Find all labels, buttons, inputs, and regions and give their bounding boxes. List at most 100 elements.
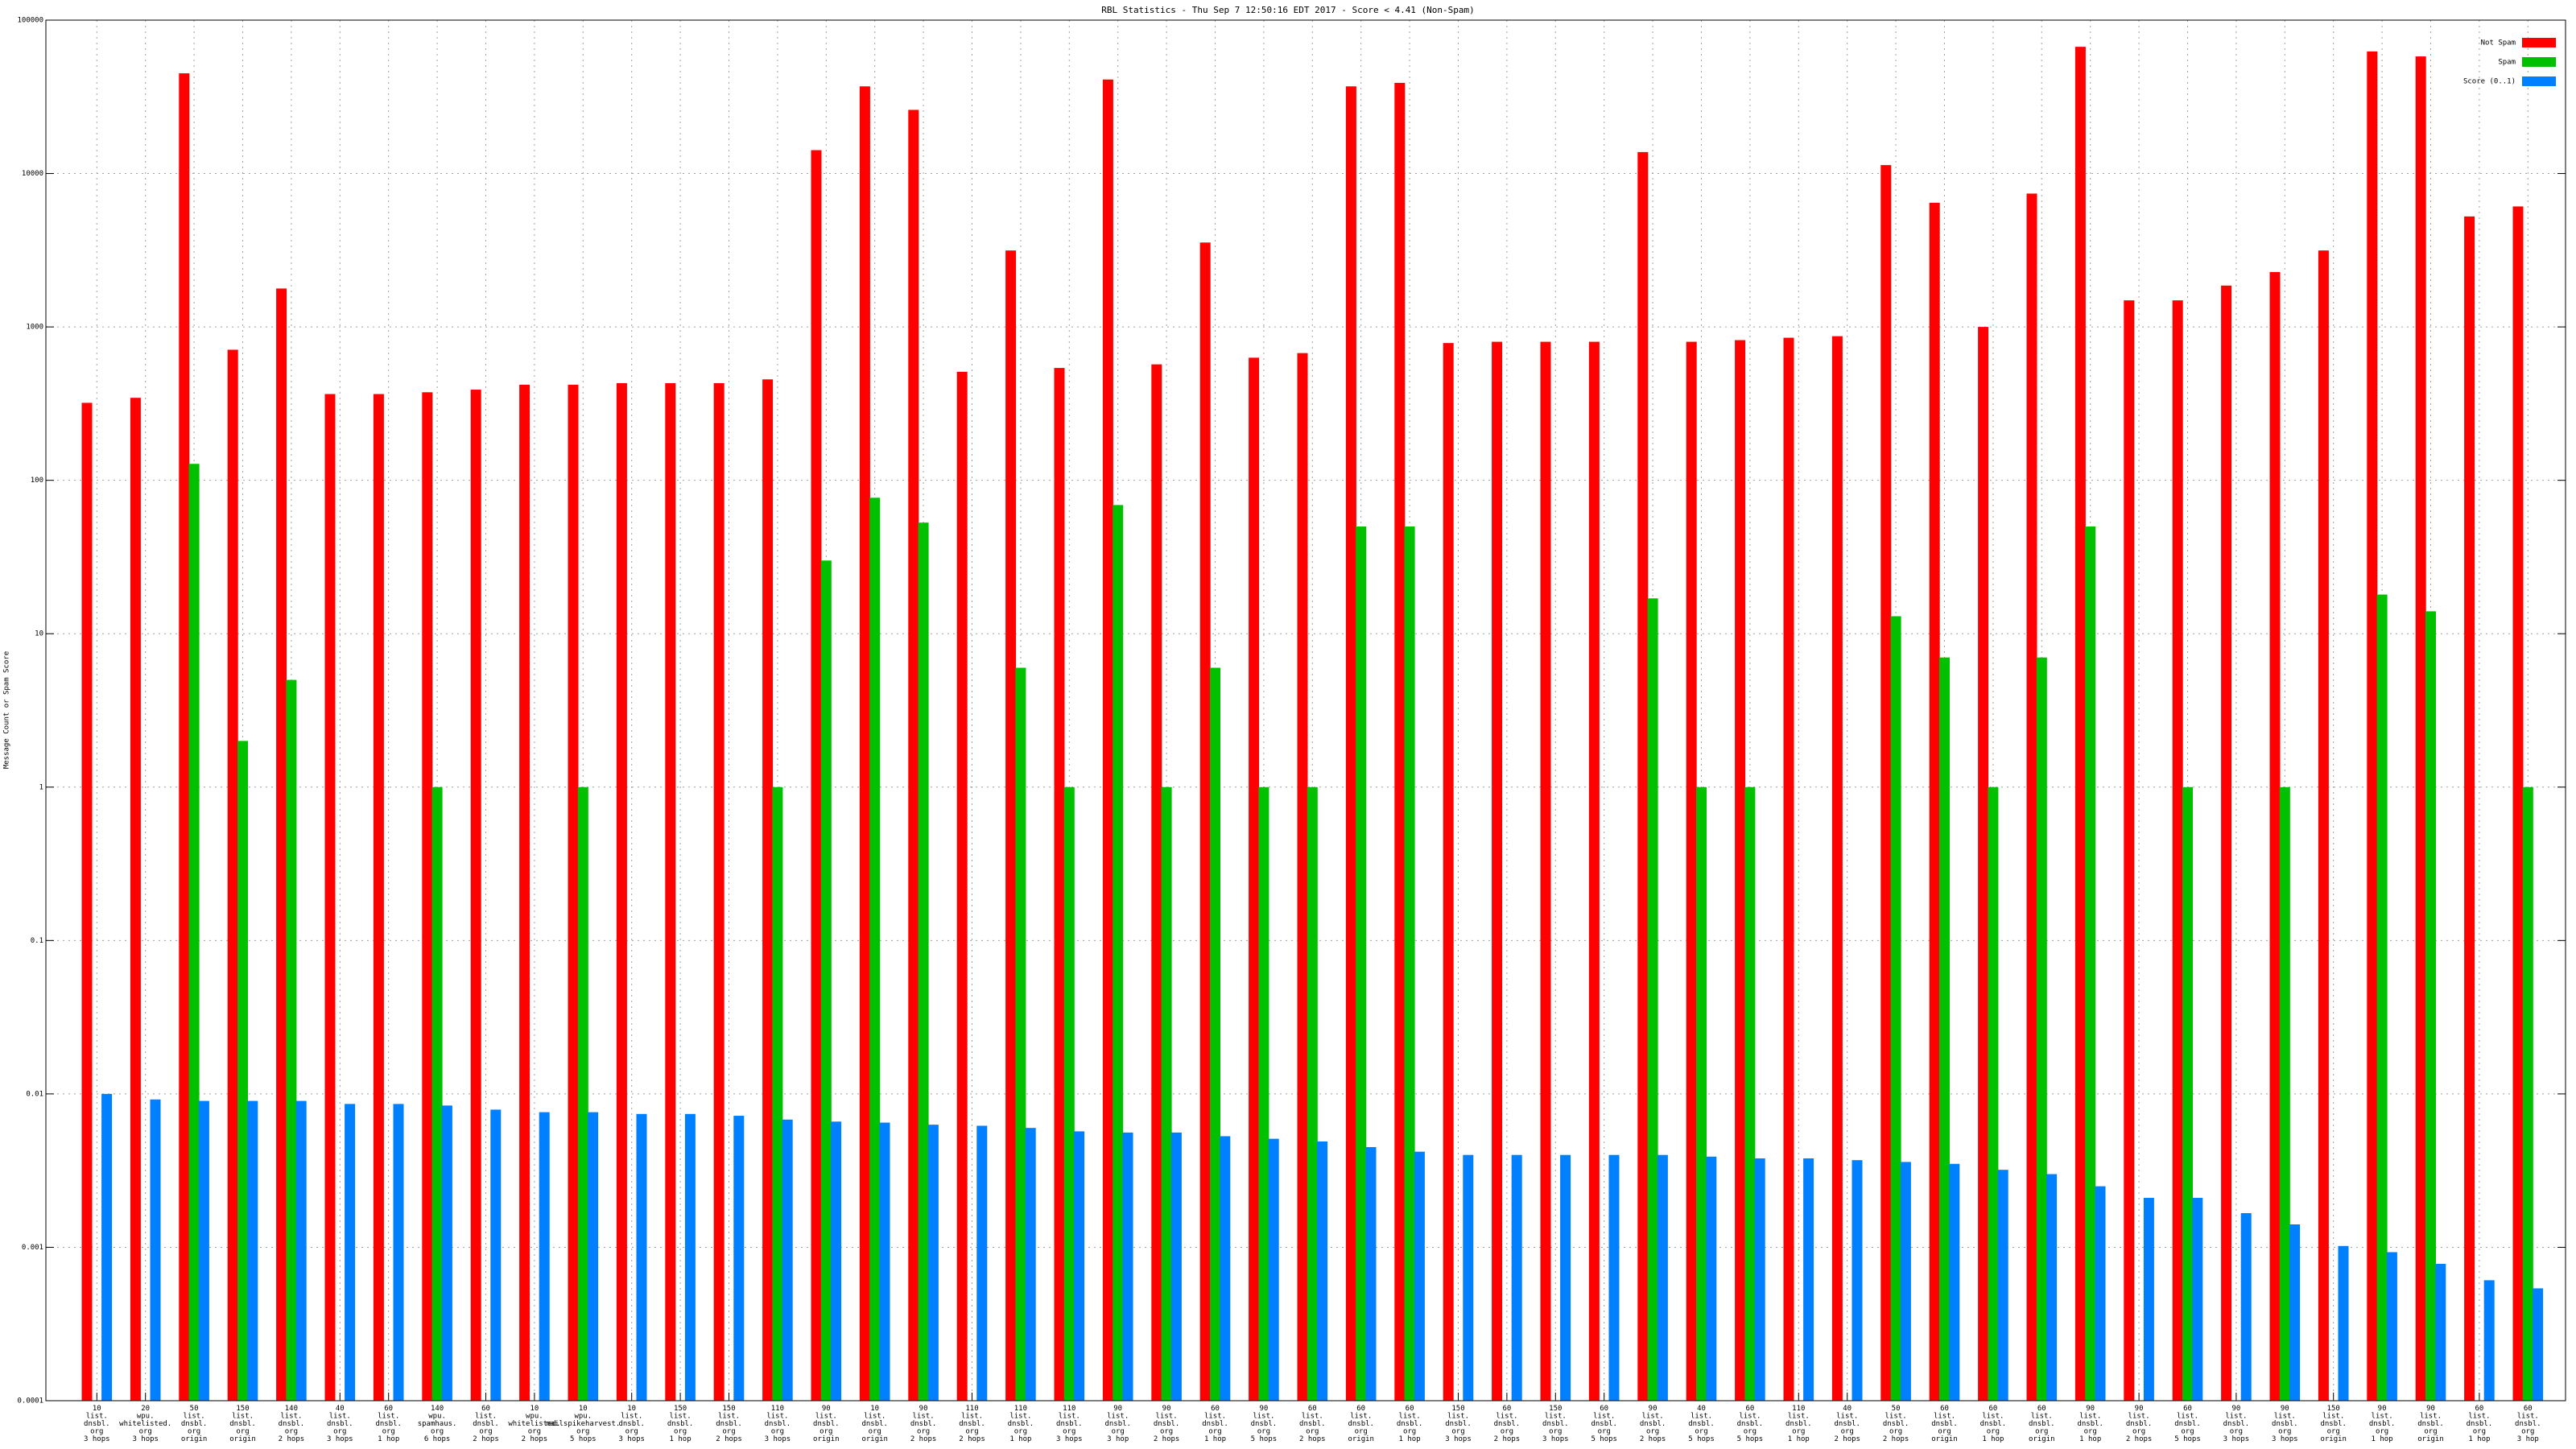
legend-label: Spam [2498,59,2516,67]
bar [1900,1162,1911,1401]
bar [1978,327,1989,1402]
bar [1074,1131,1085,1401]
y-tick-label: 10 [35,630,43,638]
bar [1492,341,1503,1401]
bar [568,384,579,1401]
x-tick-label: 60 list. dnsbl. org 5 hops [1591,1405,1617,1443]
bar [2085,526,2096,1402]
x-tick-label: 140 list. dnsbl. org 2 hops [279,1405,305,1443]
bar [431,786,443,1401]
bar [782,1119,793,1401]
x-tick-label: 10 list. dnsbl. org 3 hops [618,1405,645,1443]
bar [1988,786,1999,1401]
bar [276,288,287,1401]
bar [519,384,530,1401]
bar [1297,353,1308,1402]
bar [1939,657,1950,1401]
bar [2483,1280,2495,1401]
legend-label: Not Spam [2481,39,2516,47]
x-tick-label: 110 list. dnsbl. org 3 hops [1056,1405,1083,1443]
bar [1949,1163,1960,1401]
y-tick-label: 0.1 [31,937,43,945]
bar [588,1112,599,1401]
bar [2464,216,2475,1402]
bar [2289,1224,2301,1401]
bar [490,1109,502,1401]
x-tick-label: 10 wpu. whitelisted. org 2 hops [508,1405,560,1443]
bar [2124,300,2135,1401]
bar [2512,206,2524,1401]
bar [869,497,881,1401]
bar [1199,242,1211,1401]
bar [2279,786,2290,1401]
bar [1025,1128,1036,1401]
x-tick-label: 90 list. dnsbl. org 3 hop [1104,1405,1131,1443]
x-tick-label: 90 list. dnsbl. org 5 hops [1251,1405,1278,1443]
bar [179,73,190,1402]
bar [665,382,676,1402]
bar [1463,1154,1474,1401]
bar [1356,526,1367,1402]
bar [1608,1154,1620,1401]
bar [2046,1174,2058,1401]
x-tick-label: 90 list. dnsbl. org 2 hops [1154,1405,1180,1443]
legend-swatch [2522,57,2556,67]
bar [2386,1252,2397,1401]
bar [1852,1160,1863,1401]
bar [247,1100,258,1401]
bar [1831,336,1843,1402]
plot-frame [45,19,2566,1402]
x-tick-label: 90 list. dnsbl. org 3 hops [2223,1405,2250,1443]
bar [2143,1198,2154,1401]
x-tick-label: 60 list. dnsbl. org 1 hop [1980,1405,2007,1443]
x-tick-label: 150 list. dnsbl. org 3 hops [1542,1405,1569,1443]
x-tick-label: 60 list. dnsbl. org 1 hop [1202,1405,1228,1443]
bar [1345,86,1356,1401]
bar [2221,285,2232,1402]
bar [539,1112,550,1401]
x-tick-label: 90 list. dnsbl. org origin [813,1405,840,1443]
x-tick-label: 10 wpu. mailspikeharvest. org 5 hops [546,1405,620,1443]
bar [150,1099,161,1401]
x-tick-label: 150 list. dnsbl. org origin [229,1405,256,1443]
chart-title: RBL Statistics - Thu Sep 7 12:50:16 EDT … [1101,5,1475,15]
bar [1258,786,1269,1401]
bar [1404,526,1415,1402]
bar [1735,340,1746,1401]
bar [1890,616,1901,1401]
bar [295,1100,307,1401]
bar [1588,341,1600,1401]
bar [1102,79,1113,1402]
x-tick-label: 60 list. dnsbl. org 5 hops [1737,1405,1764,1443]
y-axis-label: Message Count or Spam Score [3,651,11,769]
bar [713,382,724,1402]
x-tick-label: 90 list. dnsbl. org 1 hop [2077,1405,2103,1443]
bar [1317,1141,1328,1401]
bar [2425,611,2436,1401]
bar [859,86,870,1401]
bar [636,1113,647,1401]
bar [820,560,832,1401]
bar [1560,1154,1571,1401]
bar [1706,1156,1717,1401]
bar [1015,667,1026,1401]
bar [227,349,238,1402]
y-tick-label: 100000 [17,17,43,25]
bar [1540,341,1551,1401]
bar [879,1122,890,1401]
x-tick-label: 60 list. dnsbl. org 2 hops [1494,1405,1521,1443]
bar [1657,1154,1668,1401]
bar [237,741,248,1401]
x-tick-label: 150 list. dnsbl. org 2 hops [716,1405,742,1443]
x-tick-label: 40 list. dnsbl. org 2 hops [1834,1405,1860,1443]
x-tick-label: 60 list. dnsbl. org 1 hop [2467,1405,2493,1443]
x-tick-label: 60 list. dnsbl. org 3 hop [2515,1405,2541,1443]
x-tick-label: 60 list. dnsbl. org 2 hops [1299,1405,1326,1443]
bar [1744,786,1756,1401]
bar [441,1105,452,1401]
x-tick-label: 90 list. dnsbl. org 1 hop [2369,1405,2396,1443]
bar [1005,250,1017,1401]
x-tick-label: 50 list. dnsbl. org 2 hops [1883,1405,1909,1443]
bar [772,786,783,1401]
x-tick-label: 60 list. dnsbl. org 1 hop [1397,1405,1423,1443]
